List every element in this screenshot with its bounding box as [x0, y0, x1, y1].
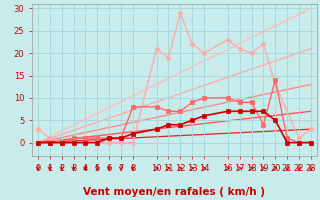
X-axis label: Vent moyen/en rafales ( km/h ): Vent moyen/en rafales ( km/h ) — [84, 187, 265, 197]
